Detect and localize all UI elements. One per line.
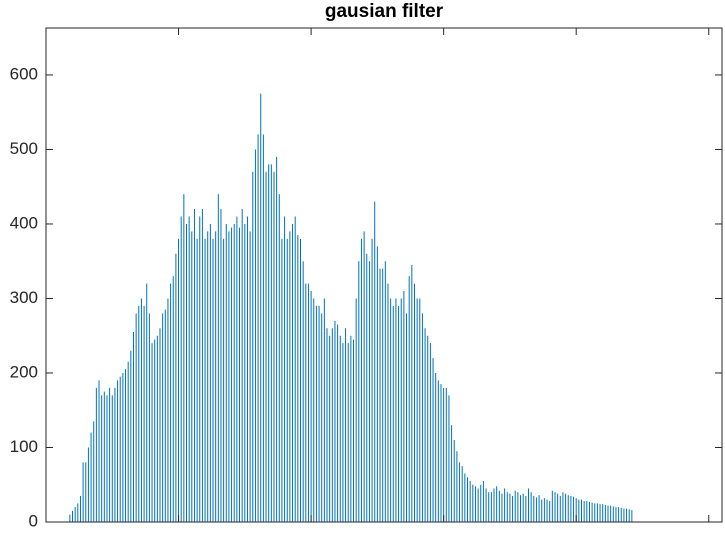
- y-tick-label: 600: [10, 64, 38, 83]
- y-tick-label: 100: [10, 437, 38, 456]
- y-tick-label: 400: [10, 213, 38, 232]
- chart-title: gausian filter: [325, 1, 444, 22]
- y-tick-label: 200: [10, 362, 38, 381]
- y-tick-label: 500: [10, 139, 38, 158]
- y-tick-label: 300: [10, 288, 38, 307]
- axes-box: [45, 27, 723, 523]
- y-tick-label: 0: [29, 511, 38, 530]
